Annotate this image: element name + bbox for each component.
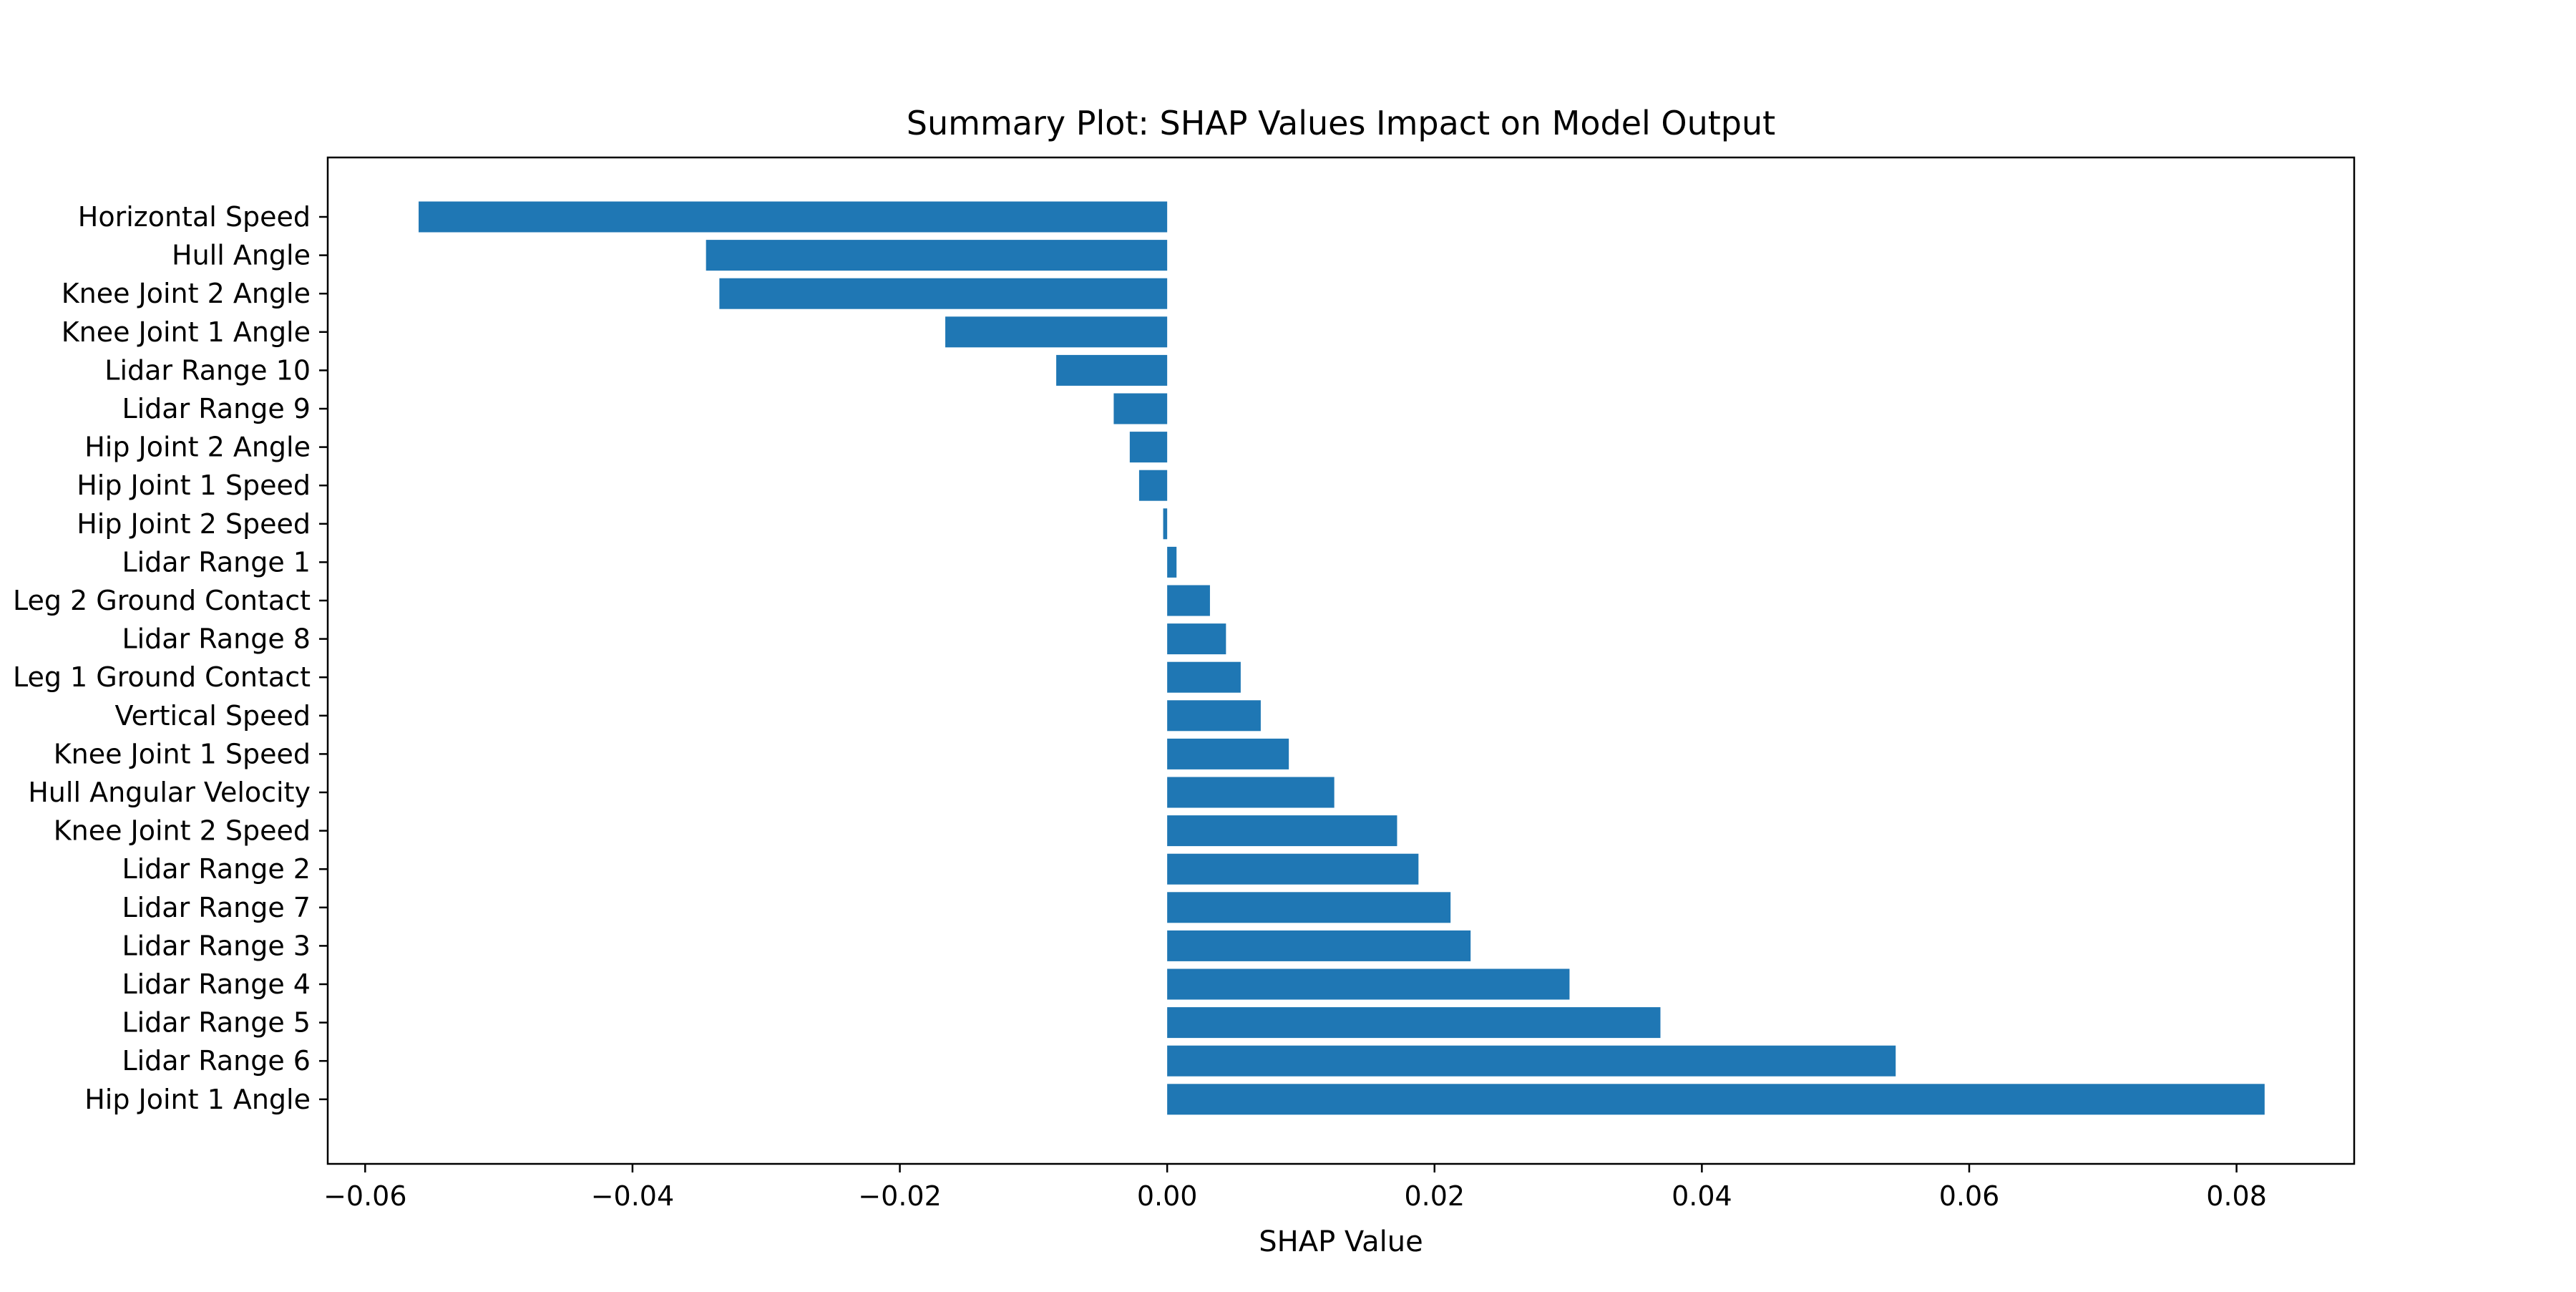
plot-frame <box>326 156 2356 1165</box>
bar-hip-joint-1-angle <box>1167 1084 2265 1115</box>
y-tick-label: Hip Joint 1 Speed <box>77 470 311 501</box>
x-tick-label: −0.04 <box>591 1180 674 1212</box>
y-tick-label: Hull Angular Velocity <box>28 777 311 808</box>
bar-horizontal-speed <box>419 201 1168 233</box>
bar-lidar-range-7 <box>1167 892 1451 923</box>
bar-lidar-range-3 <box>1167 930 1471 961</box>
bar-leg-2-ground-contact <box>1167 585 1210 616</box>
chart-title: Summary Plot: SHAP Values Impact on Mode… <box>907 104 1775 142</box>
bar-lidar-range-5 <box>1167 1007 1661 1039</box>
x-tick-label: −0.02 <box>858 1180 941 1212</box>
bar-lidar-range-6 <box>1167 1045 1896 1077</box>
x-tick-label: 0.06 <box>1939 1180 2000 1212</box>
y-tick-label: Leg 1 Ground Contact <box>13 661 311 693</box>
y-tick-label: Lidar Range 8 <box>122 623 311 655</box>
bar-hip-joint-1-speed <box>1138 470 1168 501</box>
y-tick-label: Hip Joint 1 Angle <box>84 1084 311 1115</box>
x-tick-label: −0.06 <box>323 1180 406 1212</box>
bar-lidar-range-8 <box>1167 623 1226 655</box>
bar-knee-joint-2-speed <box>1167 815 1397 847</box>
y-tick-label: Knee Joint 2 Speed <box>54 815 311 847</box>
y-axis-ticks: Horizontal Speed Hull Angle Knee Joint 2 A… <box>13 201 328 1115</box>
x-axis-ticks: −0.06 −0.04 −0.02 0.00 0.02 0.04 0.06 0.08 <box>323 1164 2267 1212</box>
y-tick-label: Vertical Speed <box>115 700 311 732</box>
y-tick-label: Knee Joint 1 Angle <box>62 316 311 348</box>
x-tick-label: 0.04 <box>1672 1180 1732 1212</box>
bar-lidar-range-10 <box>1056 354 1168 386</box>
bar-leg-1-ground-contact <box>1167 661 1241 693</box>
y-tick-label: Knee Joint 1 Speed <box>54 738 311 769</box>
bar-vertical-speed <box>1167 700 1261 732</box>
bar-lidar-range-2 <box>1167 853 1419 885</box>
y-tick-label: Leg 2 Ground Contact <box>13 585 311 616</box>
y-tick-label: Hip Joint 2 Speed <box>77 508 311 540</box>
y-tick-label: Lidar Range 3 <box>122 930 311 961</box>
y-tick-label: Lidar Range 10 <box>104 354 311 386</box>
y-tick-label: Lidar Range 4 <box>122 968 311 1000</box>
bars-group <box>419 201 2265 1115</box>
y-tick-label: Hull Angle <box>172 240 311 271</box>
bar-lidar-range-9 <box>1113 393 1168 424</box>
y-tick-label: Hip Joint 2 Angle <box>84 432 311 463</box>
y-tick-label: Lidar Range 1 <box>122 546 311 578</box>
y-tick-label: Knee Joint 2 Angle <box>62 278 311 309</box>
bar-lidar-range-1 <box>1167 546 1177 578</box>
bar-hip-joint-2-speed <box>1163 508 1168 540</box>
x-tick-label: 0.00 <box>1137 1180 1198 1212</box>
bar-knee-joint-2-angle <box>719 278 1168 309</box>
bar-knee-joint-1-speed <box>1167 738 1289 769</box>
y-tick-label: Lidar Range 2 <box>122 853 311 885</box>
y-tick-label: Lidar Range 9 <box>122 393 311 424</box>
bar-knee-joint-1-angle <box>945 316 1168 348</box>
y-tick-label: Lidar Range 5 <box>122 1007 311 1039</box>
y-tick-label: Horizontal Speed <box>78 201 311 233</box>
x-tick-label: 0.02 <box>1404 1180 1465 1212</box>
bar-hull-angular-velocity <box>1167 777 1335 808</box>
x-tick-label: 0.08 <box>2206 1180 2267 1212</box>
bar-hip-joint-2-angle <box>1129 432 1168 463</box>
x-axis-title: SHAP Value <box>1259 1225 1423 1258</box>
bar-lidar-range-4 <box>1167 968 1570 1000</box>
bar-hull-angle <box>706 240 1168 271</box>
y-tick-label: Lidar Range 7 <box>122 892 311 923</box>
y-tick-label: Lidar Range 6 <box>122 1045 311 1077</box>
